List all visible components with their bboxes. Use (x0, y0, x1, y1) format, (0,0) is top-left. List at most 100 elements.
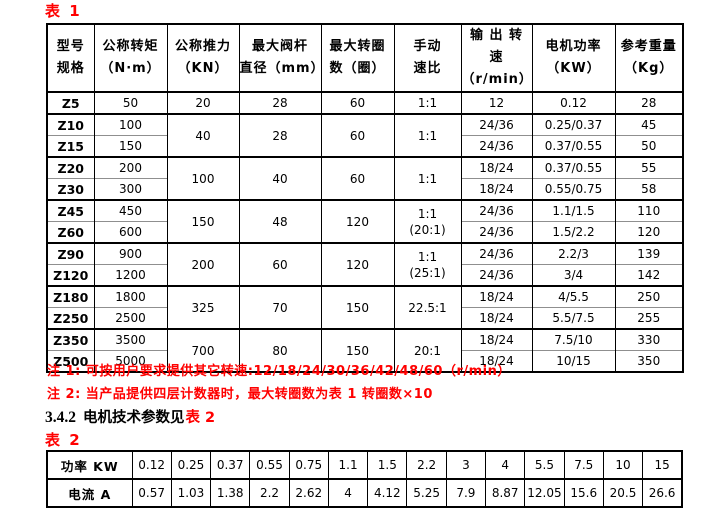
power-value: 0.37 (210, 450, 251, 480)
torque-cell: 50 (93, 92, 168, 115)
power-value: 10 (602, 450, 644, 480)
header-ref-weight: 参考重量 （Kg） (614, 23, 684, 94)
table1-label: 表 1 (45, 2, 82, 20)
thrust-cell: 100 (166, 156, 240, 201)
model-cell: Z120 (46, 264, 95, 287)
weight-cell: 255 (614, 307, 684, 330)
current-value: 20.5 (602, 478, 644, 508)
ratio-cell: 20:1 (393, 328, 462, 373)
power-cell: 7.5/10 (531, 328, 616, 351)
torque-cell: 100 (93, 113, 168, 136)
model-cell: Z250 (46, 307, 95, 330)
model-cell: Z15 (46, 135, 95, 158)
table-row: Z45 450 150 48 120 1:1 (20:1) 24/36 1.1/… (46, 199, 684, 244)
table-row: Z30 300 18/24 0.55/0.75 58 (46, 178, 684, 201)
stem-cell: 80 (238, 328, 322, 373)
thrust-cell: 150 (166, 199, 240, 244)
stem-cell: 48 (238, 199, 322, 244)
table-row: Z180 1800 325 70 150 22.5:1 18/24 4/5.5 … (46, 285, 684, 330)
header-max-turns: 最大转圈 数（圈） (320, 23, 395, 94)
power-cell: 0.55/0.75 (531, 178, 616, 201)
torque-cell: 600 (93, 221, 168, 244)
weight-cell: 350 (614, 350, 684, 373)
weight-cell: 45 (614, 113, 684, 136)
thrust-cell: 20 (166, 92, 240, 115)
table-row: Z60 600 24/36 1.5/2.2 120 (46, 221, 684, 244)
weight-cell: 142 (614, 264, 684, 287)
weight-cell: 139 (614, 242, 684, 265)
current-row: 电流 A 0.57 1.03 1.38 2.2 2.62 4 4.12 5.25… (46, 478, 683, 508)
power-cell: 2.2/3 (531, 242, 616, 265)
ratio-cell: 1:1 (25:1) (393, 242, 462, 287)
speed-cell: 18/24 (460, 328, 533, 351)
model-cell: Z45 (46, 199, 95, 222)
power-cell: 0.37/0.55 (531, 156, 616, 179)
table-row: Z120 1200 24/36 3/4 142 (46, 264, 684, 287)
stem-cell: 28 (238, 92, 322, 115)
table-header-row: 型号 规格 公称转矩 （N·m） 公称推力 （KN） 最大阀杆 直径（mm） 最… (46, 23, 684, 94)
torque-cell: 2500 (93, 307, 168, 330)
turns-cell: 120 (320, 199, 395, 244)
turns-cell: 150 (320, 328, 395, 373)
turns-cell: 150 (320, 285, 395, 330)
section-number: 3.4.2 (45, 409, 76, 426)
torque-cell: 3500 (93, 328, 168, 351)
table-row: Z20 200 100 40 60 1:1 18/24 0.37/0.55 55 (46, 156, 684, 201)
weight-cell: 28 (614, 92, 684, 115)
ratio-cell: 1:1 (393, 113, 462, 158)
stem-cell: 28 (238, 113, 322, 158)
speed-cell: 18/24 (460, 178, 533, 201)
weight-cell: 55 (614, 156, 684, 179)
ratio-cell: 1:1 (20:1) (393, 199, 462, 244)
header-manual-ratio: 手动 速比 (393, 23, 462, 94)
current-value: 2.2 (249, 478, 290, 508)
torque-cell: 200 (93, 156, 168, 179)
thrust-cell: 325 (166, 285, 240, 330)
power-value: 0.55 (249, 450, 290, 480)
power-cell: 3/4 (531, 264, 616, 287)
model-cell: Z10 (46, 113, 95, 136)
model-cell: Z60 (46, 221, 95, 244)
power-cell: 0.37/0.55 (531, 135, 616, 158)
weight-cell: 120 (614, 221, 684, 244)
table-row: Z250 2500 18/24 5.5/7.5 255 (46, 307, 684, 330)
speed-cell: 18/24 (460, 285, 533, 308)
power-cell: 1.5/2.2 (531, 221, 616, 244)
speed-cell: 18/24 (460, 307, 533, 330)
ratio-cell: 1:1 (393, 92, 462, 115)
weight-cell: 58 (614, 178, 684, 201)
power-cell: 0.12 (531, 92, 616, 115)
header-max-stem-diameter: 最大阀杆 直径（mm） (238, 23, 324, 94)
table-row: Z10 100 40 28 60 1:1 24/36 0.25/0.37 45 (46, 113, 684, 158)
model-cell: Z5 (46, 92, 95, 115)
stem-cell: 60 (238, 242, 322, 287)
speed-cell: 24/36 (460, 113, 533, 136)
thrust-cell: 200 (166, 242, 240, 287)
power-value: 0.12 (131, 450, 172, 480)
header-output-speed: 输 出 转 速 （r/min） (460, 23, 533, 94)
speed-cell: 24/36 (460, 135, 533, 158)
torque-cell: 300 (93, 178, 168, 201)
power-cell: 1.1/1.5 (531, 199, 616, 222)
current-value: 5.25 (406, 478, 447, 508)
torque-cell: 5000 (93, 350, 168, 373)
power-value: 4 (485, 450, 526, 480)
weight-cell: 110 (614, 199, 684, 222)
header-model-spec: 型号 规格 (46, 23, 95, 94)
note-1: 注 1: 可按用户要求提供其它转速:12/18/24/30/36/42/48/6… (47, 364, 511, 379)
model-cell: Z30 (46, 178, 95, 201)
model-cell: Z350 (46, 328, 95, 351)
model-cell: Z180 (46, 285, 95, 308)
turns-cell: 60 (320, 92, 395, 115)
current-value: 1.03 (170, 478, 212, 508)
current-value: 0.57 (131, 478, 172, 508)
model-cell: Z20 (46, 156, 95, 179)
torque-cell: 1800 (93, 285, 168, 308)
turns-cell: 60 (320, 156, 395, 201)
thrust-cell: 40 (166, 113, 240, 158)
header-rated-torque: 公称转矩 （N·m） (93, 23, 168, 94)
torque-cell: 900 (93, 242, 168, 265)
table-row: Z90 900 200 60 120 1:1 (25:1) 24/36 2.2/… (46, 242, 684, 287)
turns-cell: 120 (320, 242, 395, 287)
speed-cell: 24/36 (460, 242, 533, 265)
